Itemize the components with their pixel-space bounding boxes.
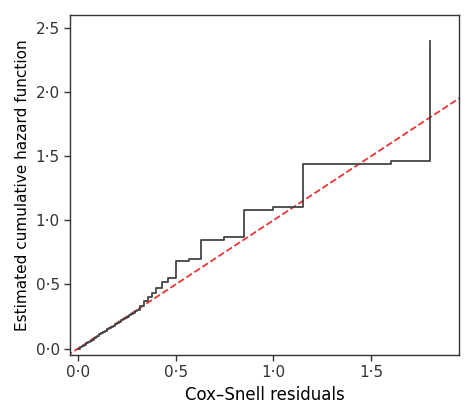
- Y-axis label: Estimated cumulative hazard function: Estimated cumulative hazard function: [15, 39, 30, 331]
- X-axis label: Cox–Snell residuals: Cox–Snell residuals: [185, 386, 345, 404]
